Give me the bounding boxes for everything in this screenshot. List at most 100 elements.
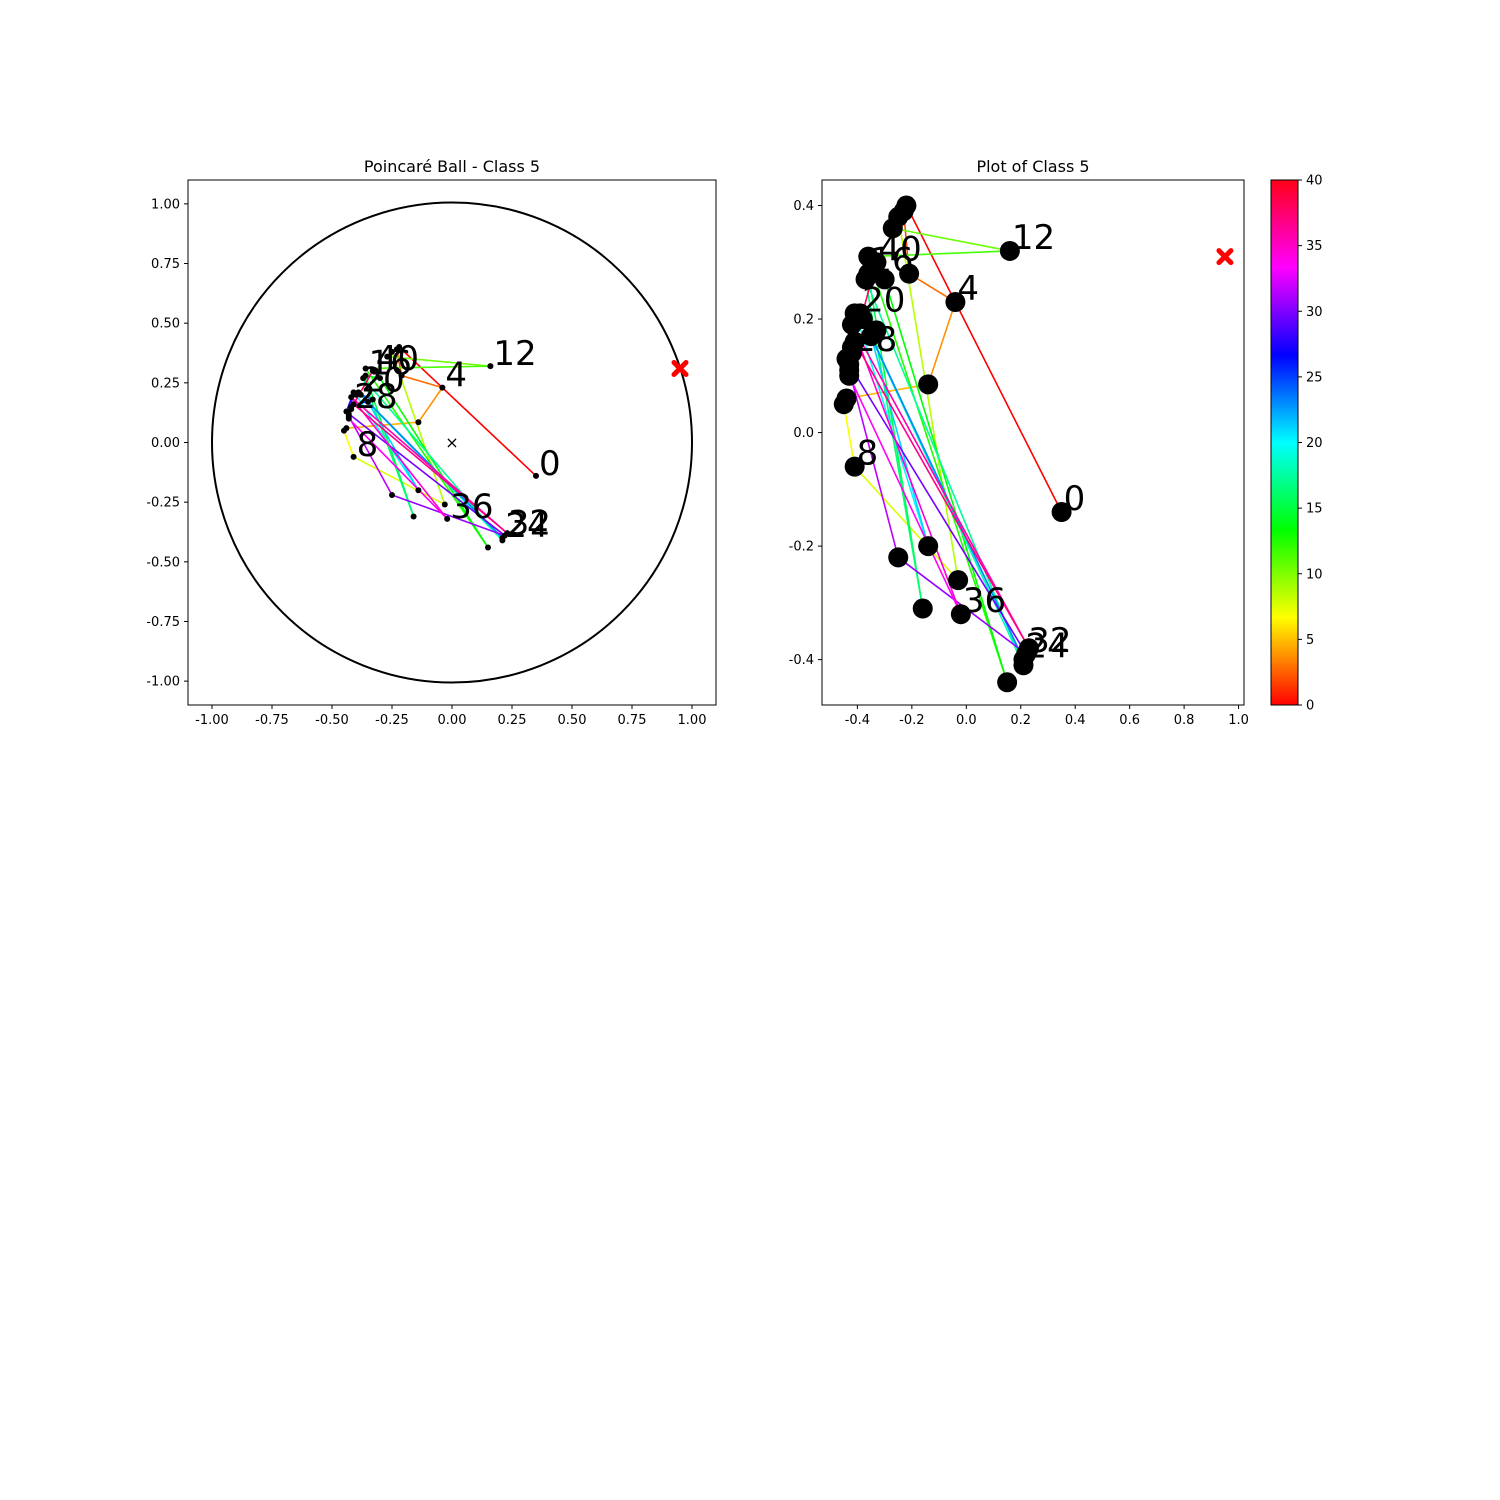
trajectory-segment — [348, 413, 506, 537]
data-point — [948, 570, 969, 591]
point-index-label: 20 — [361, 360, 404, 400]
origin-cross-icon: × — [445, 433, 458, 452]
data-point — [839, 365, 860, 386]
trajectory-segment — [853, 341, 1030, 649]
point-index-label: 4 — [445, 356, 467, 396]
data-point — [945, 292, 966, 313]
data-point — [360, 375, 367, 382]
data-point — [999, 240, 1020, 261]
x-tick-label: 1.0 — [1228, 713, 1249, 728]
point-index-label: 0 — [539, 444, 561, 484]
trajectory-segment — [848, 369, 900, 558]
poincare-ball-title: Poincaré Ball - Class 5 — [364, 157, 540, 176]
y-tick-label: -0.25 — [146, 496, 180, 511]
point-index-label: 28 — [354, 377, 397, 417]
point-index-label: 24 — [1025, 627, 1068, 667]
colorbar-tick-label: 5 — [1306, 633, 1314, 648]
data-point — [389, 492, 395, 498]
data-point — [350, 389, 357, 396]
colorbar-gradient — [1270, 179, 1299, 706]
trajectory-segment — [401, 374, 443, 389]
target-stroke — [671, 360, 689, 378]
data-point — [874, 269, 895, 290]
trajectory-segment — [398, 346, 537, 477]
data-point — [888, 547, 909, 568]
data-point — [350, 401, 357, 408]
x-tick-label: 0.25 — [498, 713, 527, 728]
trajectory-segment — [927, 301, 957, 385]
target-marker-icon — [1216, 248, 1234, 266]
data-point — [415, 487, 422, 494]
poincare-trajectory-lines — [343, 346, 537, 548]
class-plot-title: Plot of Class 5 — [976, 157, 1089, 176]
class-plot-points — [833, 195, 1072, 693]
data-point — [350, 453, 357, 460]
trajectory-segment — [343, 430, 355, 458]
point-index-label: 4 — [957, 269, 979, 309]
x-tick-label: -0.2 — [899, 713, 924, 728]
trajectory-segment — [353, 403, 508, 534]
trajectory-segment — [348, 415, 393, 496]
class-plot-y-axis: -0.4 -0.2 0.0 0.2 0.4 — [789, 199, 822, 668]
y-tick-label: 0.2 — [793, 313, 814, 328]
x-tick-label: 0.50 — [558, 713, 587, 728]
poincare-ball-panel: Poincaré Ball - Class 5 -1.00 -0.75 -0.50 -… — [146, 157, 717, 728]
point-index-label: 12 — [1012, 218, 1055, 258]
y-tick-label: -0.75 — [146, 615, 180, 630]
data-point — [855, 269, 876, 290]
poincare-x-axis: -1.00 -0.75 -0.50 -0.25 0.00 0.25 0.50 0.75 1.00 — [195, 705, 706, 728]
point-index-label: 36 — [963, 581, 1006, 621]
class-plot-trajectory-lines — [842, 205, 1063, 683]
point-index-label: 40 — [376, 339, 419, 379]
trajectory-segment — [862, 318, 1025, 660]
trajectory-segment — [365, 365, 491, 370]
colorbar-tick-label: 35 — [1306, 239, 1323, 254]
data-point — [485, 544, 491, 551]
data-point — [899, 263, 920, 284]
data-point — [365, 398, 371, 405]
y-tick-label: -0.2 — [789, 540, 814, 555]
trajectory-segment — [851, 324, 1030, 649]
data-point — [398, 372, 405, 379]
y-tick-label: 0.0 — [793, 426, 814, 441]
point-index-label: 32 — [1028, 621, 1071, 661]
data-point — [345, 415, 352, 422]
data-point — [533, 472, 539, 479]
y-tick-label: -1.00 — [146, 675, 180, 690]
poincare-plot-frame — [187, 179, 717, 706]
colorbar-tick-label: 15 — [1306, 502, 1323, 517]
trajectory-segment — [362, 377, 504, 541]
x-tick-label: 0.8 — [1174, 713, 1195, 728]
trajectory-segment — [417, 387, 444, 423]
data-point — [882, 218, 903, 239]
y-tick-label: 0.75 — [151, 257, 180, 272]
x-tick-label: 0.0 — [956, 713, 977, 728]
trajectory-segment — [364, 368, 489, 548]
data-point — [369, 396, 376, 403]
x-tick-label: 0.75 — [618, 713, 647, 728]
x-tick-label: -0.75 — [255, 713, 289, 728]
y-tick-label: -0.50 — [146, 555, 180, 570]
class-plot-frame — [821, 179, 1245, 706]
class-plot-panel: Plot of Class 5 -0.4 -0.2 0.0 0.2 0.4 0.6 0.8 1… — [789, 157, 1249, 728]
trajectory-segment — [851, 324, 962, 615]
point-index-label: 8 — [357, 425, 379, 465]
data-point — [348, 406, 355, 413]
point-index-label: 28 — [854, 320, 897, 360]
trajectory-segment — [352, 370, 374, 405]
point-index-label: 0 — [1064, 479, 1086, 519]
point-index-label: 36 — [450, 487, 493, 527]
colorbar-tick-label: 20 — [1306, 436, 1323, 451]
data-point — [918, 374, 939, 395]
data-point — [997, 672, 1018, 693]
data-point — [362, 365, 369, 372]
data-point — [844, 331, 865, 352]
data-point — [439, 384, 446, 391]
data-point — [866, 320, 887, 341]
trajectory-segment — [350, 396, 448, 520]
point-index-label: 32 — [508, 504, 551, 544]
y-tick-label: 1.00 — [151, 197, 180, 212]
point-index-label: 24 — [505, 506, 548, 546]
x-tick-label: 0.2 — [1010, 713, 1031, 728]
